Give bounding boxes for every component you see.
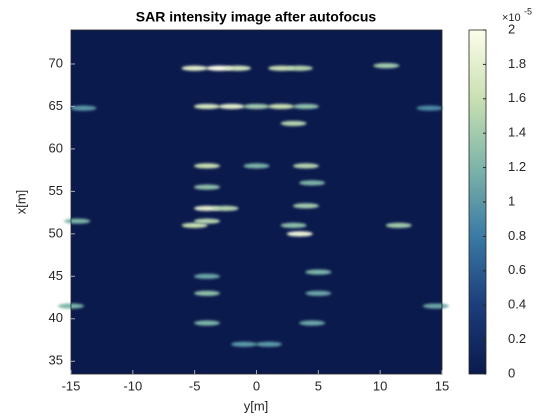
intensity-spot [373, 63, 400, 69]
intensity-spot [194, 218, 221, 224]
intensity-spot [305, 269, 332, 275]
intensity-spot [194, 273, 221, 279]
colorbar-tick-label: 0.4 [508, 297, 526, 312]
x-tick-label: 10 [373, 378, 387, 393]
intensity-spot [70, 105, 97, 111]
intensity-spot [305, 290, 332, 296]
colorbar-tick-label: 0 [508, 365, 515, 380]
y-axis-label: x[m] [13, 190, 28, 215]
y-tick-label: 40 [49, 310, 63, 325]
intensity-spot [268, 65, 295, 71]
intensity-spot [206, 65, 233, 71]
intensity-spot [416, 105, 443, 111]
colorbar-exponent: -5 [524, 6, 532, 16]
colorbar-tick-label: 0.8 [508, 228, 526, 243]
x-axis-label: y[m] [244, 398, 269, 413]
colorbar-multiplier: ×10 [502, 12, 521, 24]
colorbar-tick-label: 0.6 [508, 262, 526, 277]
intensity-spot [292, 163, 319, 169]
colorbar-tick-label: 1.2 [508, 159, 526, 174]
intensity-spot [194, 163, 221, 169]
y-tick-label: 55 [49, 183, 63, 198]
intensity-spot [224, 65, 251, 71]
colorbar-tick-label: 1.6 [508, 90, 526, 105]
intensity-spot [194, 184, 221, 190]
y-tick-label: 60 [49, 140, 63, 155]
intensity-spot [268, 103, 295, 110]
intensity-spot [299, 320, 326, 326]
image-background [71, 30, 442, 374]
intensity-spot [243, 103, 270, 110]
intensity-spot [218, 103, 245, 110]
intensity-spot [194, 205, 221, 211]
intensity-spot [280, 120, 307, 127]
intensity-spot [255, 341, 282, 347]
x-tick-label: -10 [123, 378, 142, 393]
colorbar-tick-label: 1.8 [508, 56, 526, 71]
y-tick-label: 50 [49, 225, 63, 240]
colorbar-tick-label: 0.2 [508, 331, 526, 346]
intensity-spot [286, 231, 313, 237]
intensity-spot [212, 205, 239, 211]
x-tick-label: -5 [189, 378, 201, 393]
intensity-spot [194, 103, 221, 110]
x-tick-label: -15 [62, 378, 81, 393]
colorbar-tick-label: 1 [508, 193, 515, 208]
y-tick-label: 45 [49, 268, 63, 283]
intensity-spot [243, 163, 270, 169]
intensity-spot [64, 218, 91, 224]
intensity-spot [286, 65, 313, 71]
intensity-spot [181, 65, 208, 71]
intensity-spot [194, 290, 221, 296]
chart-title: SAR intensity image after autofocus [136, 9, 377, 25]
y-tick-label: 70 [49, 55, 63, 70]
intensity-spot [292, 103, 319, 110]
intensity-spot [292, 203, 319, 209]
y-tick-label: 65 [49, 98, 63, 113]
intensity-spot [194, 320, 221, 326]
intensity-spot [231, 341, 258, 347]
x-tick-label: 5 [315, 378, 322, 393]
intensity-spot [181, 222, 208, 228]
x-tick-label: 0 [253, 378, 260, 393]
x-tick-label: 15 [435, 378, 449, 393]
colorbar-tick-label: 2 [508, 21, 515, 36]
y-tick-label: 35 [49, 353, 63, 368]
colorbar-tick-label: 1.4 [508, 125, 526, 140]
intensity-spot [422, 303, 449, 309]
intensity-spot [280, 222, 307, 228]
intensity-spot [299, 180, 326, 186]
intensity-spot [385, 222, 412, 228]
